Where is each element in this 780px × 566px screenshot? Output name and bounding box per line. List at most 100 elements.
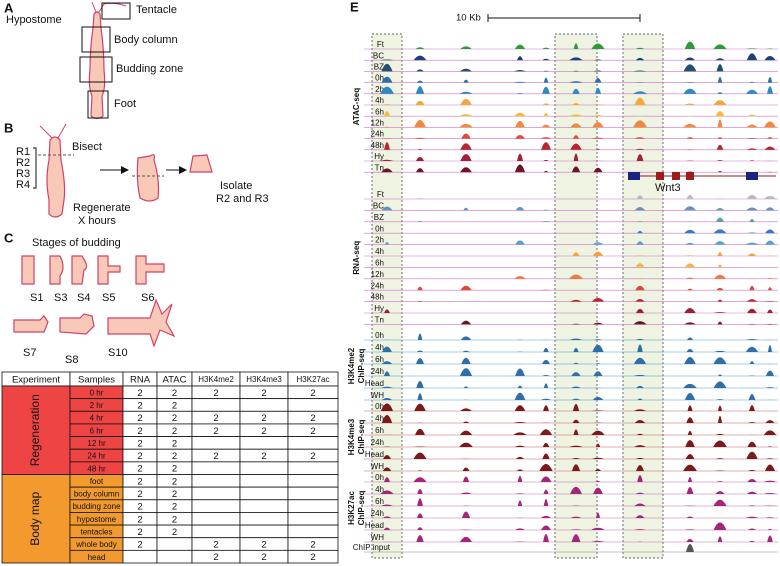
cell	[287, 436, 339, 450]
label: Tentacle	[136, 4, 177, 16]
label: Budding zone	[116, 63, 183, 75]
cell-text: 2	[172, 514, 177, 525]
cell-text: 2	[137, 527, 142, 538]
track-label: 24h	[371, 509, 384, 518]
box	[79, 56, 113, 83]
cell	[239, 524, 289, 539]
cell	[239, 398, 289, 412]
stage-label: S4	[77, 292, 90, 304]
track-label: WH	[371, 533, 385, 542]
panel-label: A	[4, 0, 14, 15]
cell-text: 2	[172, 438, 177, 449]
stage-label: S5	[102, 292, 115, 304]
cell-text: 2	[137, 451, 142, 462]
box	[101, 2, 131, 20]
cell-text: 2	[172, 527, 177, 538]
signal	[364, 463, 778, 471]
label: Body column	[114, 34, 178, 46]
cell-text: 2	[261, 426, 266, 437]
track-label: Head	[365, 450, 384, 459]
cell-text: 2	[172, 426, 177, 437]
tentacles	[39, 123, 67, 139]
cell-text: 2	[137, 489, 142, 500]
cell-text: 2	[172, 502, 177, 513]
signal	[364, 428, 778, 435]
cell-text: 2	[261, 552, 266, 563]
panel-c: C Stages of budding S1 S3 S4 S5 S6 S7 S8 S10	[4, 230, 176, 366]
track-label: 24h	[371, 281, 384, 290]
cell-text: 2	[261, 413, 266, 424]
cell-text: 2	[137, 388, 142, 399]
panel-e: E 10 Kb ATAC-seq Ft BC BZ 0h 2h 4h 6h 12h 24h 48h H…	[347, 0, 778, 559]
group-name: Body map	[28, 491, 42, 545]
cell	[191, 486, 241, 501]
cell-text: 2	[213, 451, 218, 462]
track-label: 4h	[375, 485, 384, 494]
cell-text: 2	[137, 476, 142, 487]
cell-text: 12 hr	[87, 439, 106, 448]
track-label: 6h	[375, 107, 384, 116]
label: Hypostome	[6, 14, 62, 26]
region-label: R2	[16, 157, 30, 169]
exon	[686, 172, 694, 180]
cell-text: 2	[213, 540, 218, 551]
stage-label: S8	[65, 354, 78, 366]
cell-text: body column	[74, 490, 119, 499]
cell-text: 2	[137, 540, 142, 551]
group-name: Regeneration	[28, 394, 42, 466]
cell	[287, 398, 339, 412]
cell-text: 2	[172, 400, 177, 411]
panel-b: B Bisect Regenerate X hours Isolate R2 a…	[4, 120, 269, 226]
group-name: H3K4me3	[347, 418, 356, 455]
cell	[287, 474, 339, 488]
track-label: Head	[365, 379, 384, 388]
region-label: R1	[16, 146, 30, 158]
stage-label: S7	[23, 347, 36, 359]
cell-text: 2	[261, 451, 266, 462]
track-label: WH	[371, 462, 385, 471]
isolated-piece	[189, 154, 213, 173]
signal	[364, 368, 778, 376]
track-label: 4h	[375, 414, 384, 423]
track-label: 0h	[375, 224, 384, 233]
track-label: 48h	[371, 293, 384, 302]
track-label: 2h	[375, 236, 384, 245]
signal	[364, 534, 778, 542]
track-label: Ft	[377, 40, 385, 49]
track-label: 6h	[375, 355, 384, 364]
cell	[191, 436, 241, 450]
cell-text: 2	[137, 413, 142, 424]
cell	[287, 549, 339, 564]
highlight	[622, 33, 664, 559]
signal	[364, 164, 778, 173]
cell	[191, 474, 241, 488]
label: Foot	[114, 98, 136, 110]
box	[81, 26, 111, 53]
signal	[364, 440, 778, 447]
cell-text: budding zone	[72, 502, 121, 511]
track-label: 0h	[375, 402, 384, 411]
cell	[122, 549, 158, 564]
cell	[239, 499, 289, 513]
label: Bisect	[72, 141, 102, 153]
signal	[686, 544, 694, 552]
track-label: 0h	[375, 473, 384, 482]
region-label: R4	[16, 179, 30, 191]
hydra	[136, 154, 160, 202]
group-cell	[1, 385, 71, 475]
track-label: Hy	[374, 152, 384, 161]
signal	[364, 357, 778, 364]
signal	[364, 285, 778, 291]
region-label: R3	[16, 168, 30, 180]
label: Stages of budding	[32, 237, 121, 249]
signal	[364, 133, 778, 139]
cell	[287, 499, 339, 513]
label: Isolate	[220, 180, 252, 192]
signal	[364, 403, 778, 411]
track-label: 24h	[371, 438, 384, 447]
panel-d: D ExperimentSamplesRNAATACH3K4me2H3K4me3…	[1, 371, 339, 564]
cell	[191, 512, 241, 526]
track-label: 2h	[375, 85, 384, 94]
cell-text: 2	[172, 464, 177, 475]
